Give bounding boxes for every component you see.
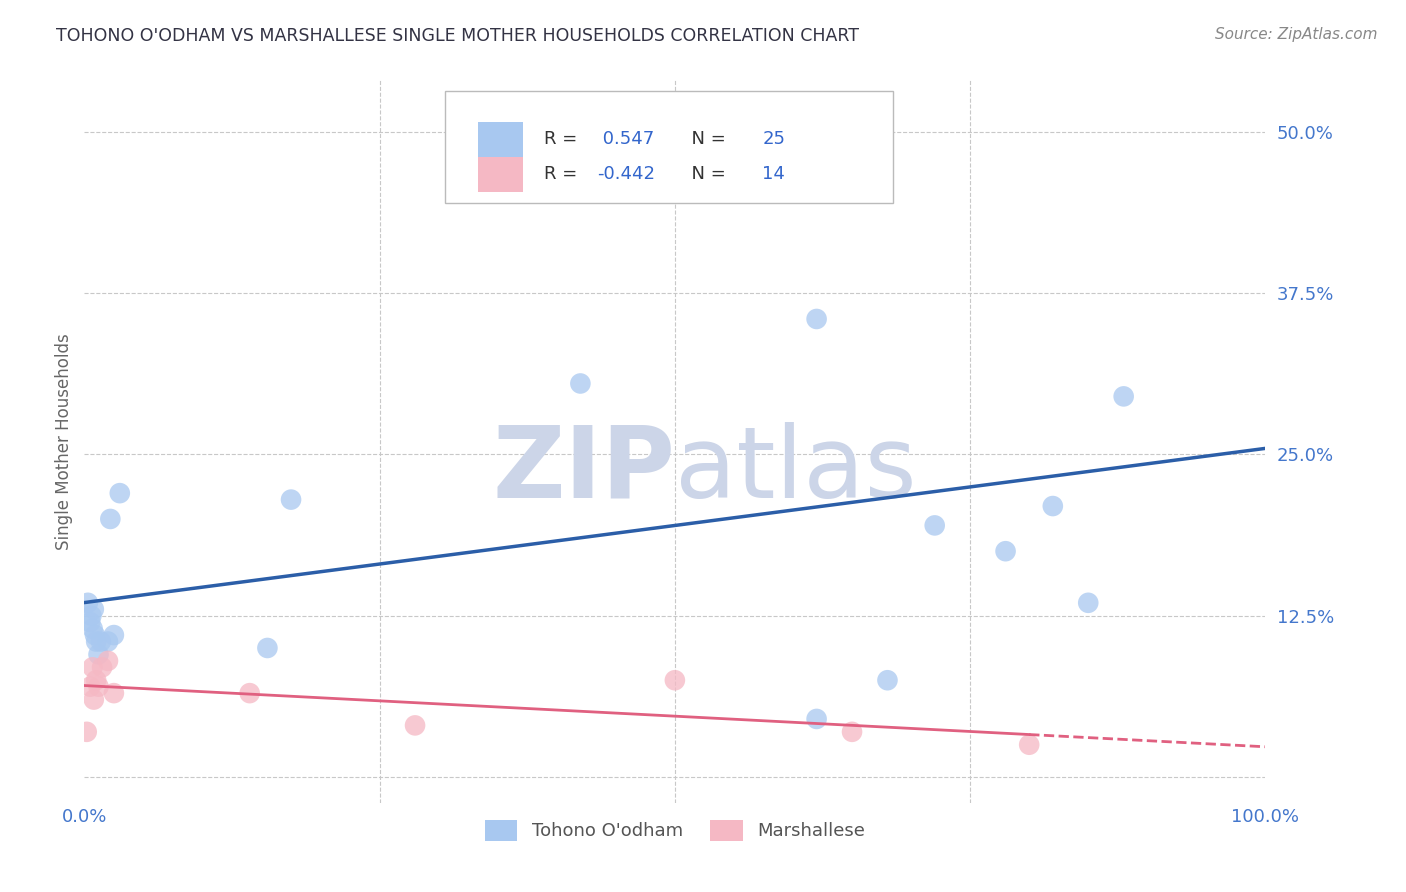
Point bbox=[1112, 389, 1135, 403]
Point bbox=[90, 634, 112, 648]
Text: 0.547: 0.547 bbox=[598, 130, 654, 148]
Point bbox=[84, 634, 107, 648]
FancyBboxPatch shape bbox=[478, 122, 523, 157]
Point bbox=[77, 596, 100, 610]
Point bbox=[569, 376, 592, 391]
Point bbox=[841, 724, 863, 739]
Point bbox=[79, 615, 101, 630]
Text: N =: N = bbox=[679, 165, 731, 184]
Point bbox=[87, 680, 110, 694]
Point bbox=[84, 628, 107, 642]
Point bbox=[80, 608, 103, 623]
Point bbox=[91, 660, 114, 674]
Text: ZIP: ZIP bbox=[492, 422, 675, 519]
Text: 25: 25 bbox=[762, 130, 786, 148]
Point bbox=[82, 622, 104, 636]
Text: Source: ZipAtlas.com: Source: ZipAtlas.com bbox=[1215, 27, 1378, 42]
Point bbox=[806, 312, 828, 326]
FancyBboxPatch shape bbox=[444, 91, 893, 203]
Text: R =: R = bbox=[544, 165, 582, 184]
Text: atlas: atlas bbox=[675, 422, 917, 519]
Point bbox=[1018, 738, 1040, 752]
Text: 14: 14 bbox=[762, 165, 785, 184]
Point bbox=[876, 673, 898, 688]
FancyBboxPatch shape bbox=[478, 157, 523, 192]
Text: N =: N = bbox=[679, 130, 731, 148]
Point bbox=[97, 634, 120, 648]
Point bbox=[103, 628, 125, 642]
Text: R =: R = bbox=[544, 130, 582, 148]
Point bbox=[83, 602, 105, 616]
Point bbox=[924, 518, 946, 533]
Y-axis label: Single Mother Households: Single Mother Households bbox=[55, 334, 73, 549]
Point bbox=[1077, 596, 1099, 610]
Point bbox=[280, 492, 302, 507]
Point bbox=[98, 512, 121, 526]
Point bbox=[76, 724, 98, 739]
Point bbox=[1042, 499, 1064, 513]
Point bbox=[404, 718, 426, 732]
Point bbox=[84, 673, 107, 688]
Point bbox=[83, 692, 105, 706]
Point bbox=[87, 648, 110, 662]
Point bbox=[79, 680, 101, 694]
Point bbox=[97, 654, 120, 668]
Point bbox=[82, 660, 104, 674]
Point bbox=[239, 686, 262, 700]
Point bbox=[256, 640, 278, 655]
Point bbox=[108, 486, 131, 500]
Point bbox=[994, 544, 1017, 558]
Text: TOHONO O'ODHAM VS MARSHALLESE SINGLE MOTHER HOUSEHOLDS CORRELATION CHART: TOHONO O'ODHAM VS MARSHALLESE SINGLE MOT… bbox=[56, 27, 859, 45]
Point bbox=[103, 686, 125, 700]
Point bbox=[806, 712, 828, 726]
Legend: Tohono O'odham, Marshallese: Tohono O'odham, Marshallese bbox=[478, 813, 872, 848]
Text: -0.442: -0.442 bbox=[598, 165, 655, 184]
Point bbox=[782, 131, 804, 145]
Point bbox=[664, 673, 686, 688]
